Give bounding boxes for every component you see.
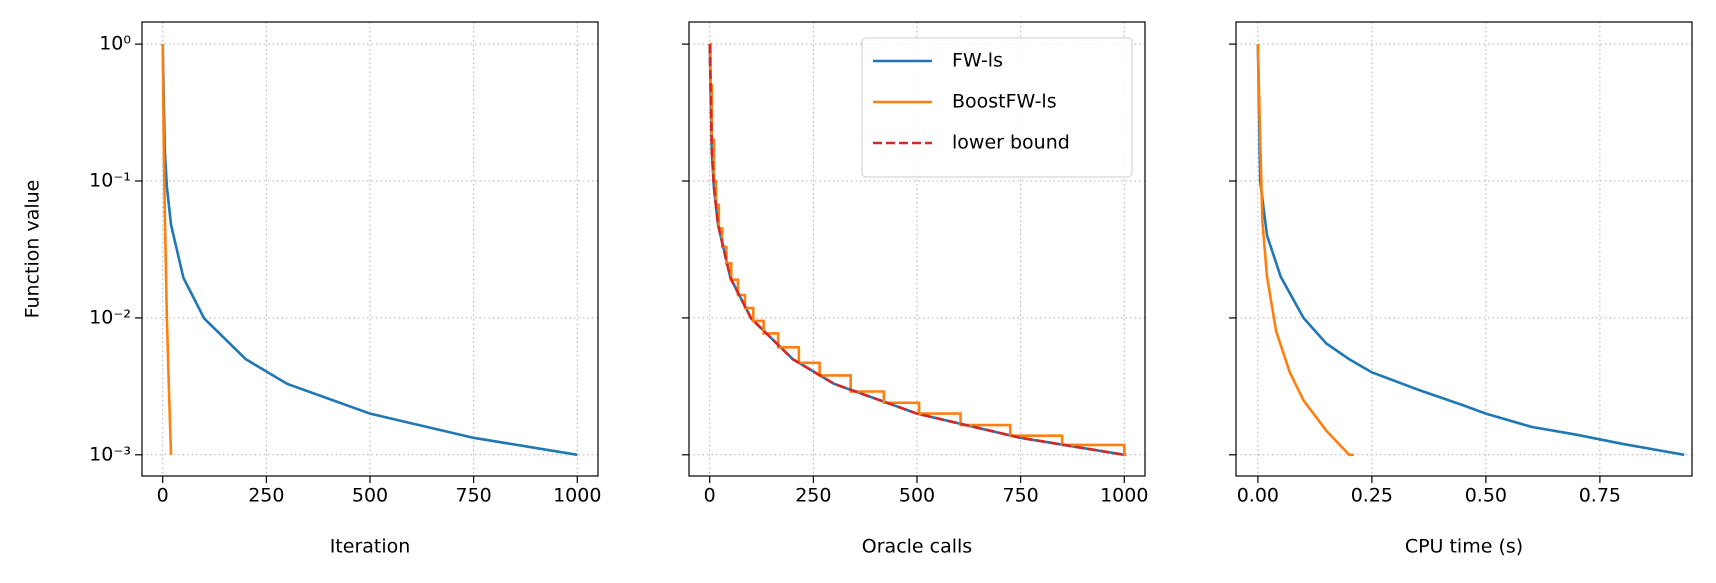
x-tick-label: 500 (899, 485, 935, 507)
series-line (1256, 44, 1354, 457)
y-tick-label: 10⁰ (99, 33, 131, 55)
legend-label: lower bound (952, 132, 1070, 154)
subplot: 0 250 500 750 1000 10⁻³ 10⁻² 10⁻¹ 10⁰ Iteration Fu… (22, 21, 601, 558)
x-tick-label: 0 (704, 485, 716, 507)
plot-frame (141, 21, 599, 477)
subplot: 0 250 500 750 1000 Oracle calls FW-ls BoostFW-l… (682, 21, 1148, 558)
plot-frame (1235, 21, 1693, 477)
series-line (161, 44, 173, 455)
x-tick-label: 1000 (553, 485, 601, 507)
legend: FW-ls BoostFW-ls lower bound (861, 37, 1133, 178)
y-tick-label: 10⁻³ (89, 443, 131, 465)
x-axis-label: CPU time (s) (1405, 536, 1523, 558)
x-tick-label: 1000 (1100, 485, 1148, 507)
legend-label: FW-ls (952, 50, 1003, 72)
x-tick-label: 0.25 (1351, 485, 1393, 507)
x-axis-label: Oracle calls (862, 536, 972, 558)
x-tick-label: 0 (157, 485, 169, 507)
x-tick-label: 0.00 (1237, 485, 1279, 507)
x-tick-label: 250 (248, 485, 284, 507)
series-line (709, 42, 1127, 457)
y-axis-label: Function value (22, 180, 44, 319)
series-line (161, 44, 578, 457)
legend-label: BoostFW-ls (952, 91, 1057, 113)
series-line (708, 44, 1125, 457)
y-tick-label: 10⁻² (89, 306, 131, 328)
y-tick-label: 10⁻¹ (89, 169, 131, 191)
x-tick-label: 750 (456, 485, 492, 507)
plot-frame (688, 21, 1146, 477)
x-tick-label: 500 (352, 485, 388, 507)
series-line (1256, 44, 1685, 457)
subplot: 0.00 0.25 0.50 0.75 CPU time (s) (1229, 21, 1693, 558)
x-tick-label: 0.75 (1579, 485, 1621, 507)
x-tick-label: 250 (795, 485, 831, 507)
x-tick-label: 750 (1003, 485, 1039, 507)
x-axis-label: Iteration (330, 536, 411, 558)
x-tick-label: 0.50 (1465, 485, 1507, 507)
